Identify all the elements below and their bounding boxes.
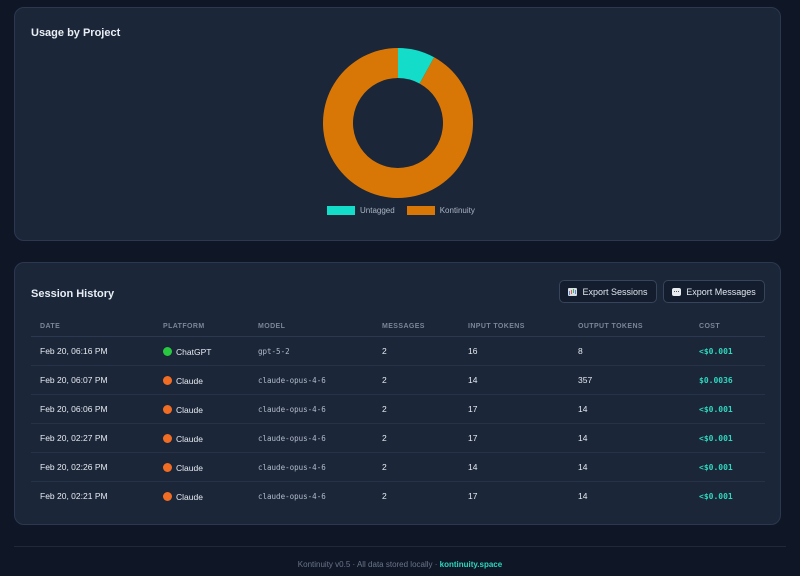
cell-cost: $0.0036 — [690, 365, 765, 395]
cell-output-tokens: 14 — [569, 423, 690, 453]
platform-label: Claude — [176, 462, 203, 473]
column-header-messages: MESSAGES — [373, 317, 459, 337]
cell-input-tokens: 17 — [468, 491, 478, 501]
claude-status-dot-icon — [163, 462, 172, 472]
cell-messages: 2 — [382, 491, 387, 501]
cell-platform: ChatGPT — [154, 336, 249, 366]
export-sessions-button[interactable]: Export Sessions — [559, 280, 657, 303]
cell-date: Feb 20, 02:27 PM — [31, 423, 154, 453]
cell-input-tokens: 17 — [459, 423, 569, 453]
table-row[interactable]: Feb 20, 06:16 PM ChatGPT gpt-5-2 2 16 8 <$0.00… — [31, 336, 765, 366]
cell-messages: 2 — [373, 394, 459, 424]
session-history-card: Session History Export Sessions Export M… — [14, 262, 781, 525]
cell-output-tokens: 357 — [569, 365, 690, 395]
column-header-cost: COST — [690, 317, 765, 337]
table-row[interactable]: Feb 20, 06:06 PM Claude claude-opus-4-6 2 17… — [31, 394, 765, 424]
cell-date: Feb 20, 02:21 PM — [40, 491, 108, 501]
cell-cost: <$0.001 — [690, 394, 765, 424]
cell-messages: 2 — [373, 365, 459, 395]
cell-input-tokens: 14 — [459, 365, 569, 395]
cell-model: gpt-5-2 — [249, 336, 373, 366]
footer-link[interactable]: kontinuity.space — [439, 560, 503, 569]
usage-card-title: Usage by Project — [31, 27, 121, 39]
footer: Kontinuity v0.5 · All data stored locall… — [0, 560, 800, 569]
footer-divider — [14, 546, 786, 547]
chatgpt-status-dot-icon — [163, 346, 172, 356]
cell-output-tokens: 14 — [578, 491, 588, 501]
cell-cost: <$0.001 — [690, 452, 765, 482]
platform-label: ChatGPT — [176, 346, 212, 357]
cell-input-tokens: 14 — [459, 452, 569, 482]
cell-date: Feb 20, 06:16 PM — [31, 336, 154, 366]
legend-item-untagged[interactable]: Untagged — [327, 206, 395, 215]
column-header-date: DATE — [31, 317, 154, 337]
legend-label-untagged: Untagged — [360, 206, 395, 215]
claude-status-dot-icon — [163, 404, 172, 414]
legend-label-kontinuity: Kontinuity — [439, 206, 475, 215]
cell-cost: <$0.001 — [690, 423, 765, 453]
cell-model: claude-opus-4-6 — [249, 365, 373, 395]
cell-model: claude-opus-4-6 — [258, 491, 326, 501]
cell-messages: 2 — [373, 452, 459, 482]
cell-cost: <$0.001 — [690, 336, 765, 366]
cell-output-tokens: 14 — [569, 452, 690, 482]
cell-date: Feb 20, 06:07 PM — [31, 365, 154, 395]
cell-model: claude-opus-4-6 — [249, 394, 373, 424]
cell-platform: Claude — [154, 365, 249, 395]
donut-slice-kontinuity[interactable] — [323, 48, 473, 198]
legend-item-kontinuity[interactable]: Kontinuity — [406, 206, 475, 215]
cell-model: claude-opus-4-6 — [249, 423, 373, 453]
export-messages-label: Export Messages — [686, 286, 756, 297]
claude-status-dot-icon — [163, 433, 172, 443]
cell-date: Feb 20, 02:26 PM — [31, 452, 154, 482]
column-header-input-tokens: INPUT TOKENS — [459, 317, 569, 337]
donut-slice-untagged[interactable] — [398, 48, 435, 84]
table-row[interactable]: Feb 20, 06:07 PM Claude claude-opus-4-6 2 14… — [31, 365, 765, 395]
export-messages-button[interactable]: Export Messages — [663, 280, 765, 303]
footer-text: Kontinuity v0.5 · All data stored locall… — [297, 560, 440, 569]
platform-label: Claude — [176, 404, 203, 415]
column-header-platform: PLATFORM — [154, 317, 249, 337]
cell-platform: Claude — [154, 394, 249, 424]
table-row[interactable]: Feb 20, 02:26 PM Claude claude-opus-4-6 2 14… — [31, 452, 765, 482]
platform-label: Claude — [176, 375, 203, 386]
platform-label: Claude — [176, 433, 203, 444]
legend-swatch-kontinuity — [406, 206, 435, 215]
column-header-model: MODEL — [249, 317, 373, 337]
bar-chart-icon — [568, 287, 578, 296]
cell-platform: Claude — [154, 452, 249, 482]
table-header-row: DATE PLATFORM MODEL MESSAGES INPUT TOKEN… — [31, 317, 765, 337]
usage-donut-chart — [323, 48, 473, 198]
table-body: Feb 20, 06:16 PM ChatGPT gpt-5-2 2 16 8 <$0.00… — [31, 336, 765, 511]
cell-model: claude-opus-4-6 — [249, 452, 373, 482]
session-history-table: DATE PLATFORM MODEL MESSAGES INPUT TOKEN… — [31, 317, 765, 510]
cell-platform: Claude — [154, 423, 249, 453]
cell-messages: 2 — [373, 336, 459, 366]
claude-status-dot-icon — [163, 491, 172, 501]
cell-date: Feb 20, 06:06 PM — [31, 394, 154, 424]
legend-swatch-untagged — [327, 206, 355, 215]
export-sessions-label: Export Sessions — [582, 286, 648, 297]
cell-cost: <$0.001 — [699, 491, 733, 501]
column-header-output-tokens: OUTPUT TOKENS — [569, 317, 690, 337]
cell-output-tokens: 8 — [569, 336, 690, 366]
usage-by-project-card: Usage by Project Untagged Kontinuity — [14, 7, 781, 241]
table-row[interactable]: Feb 20, 02:21 PM Claude claude-opus-4-6 2 17… — [31, 482, 765, 511]
cell-input-tokens: 16 — [459, 336, 569, 366]
speech-bubble-icon — [672, 287, 682, 296]
table-row[interactable]: Feb 20, 02:27 PM Claude claude-opus-4-6 2 17… — [31, 423, 765, 453]
cell-input-tokens: 17 — [459, 394, 569, 424]
session-history-title: Session History — [31, 288, 115, 300]
cell-output-tokens: 14 — [569, 394, 690, 424]
claude-status-dot-icon — [163, 375, 172, 385]
cell-messages: 2 — [373, 423, 459, 453]
chart-legend: Untagged Kontinuity — [327, 206, 475, 215]
platform-label: Claude — [176, 491, 203, 502]
cell-platform: Claude — [154, 482, 249, 511]
